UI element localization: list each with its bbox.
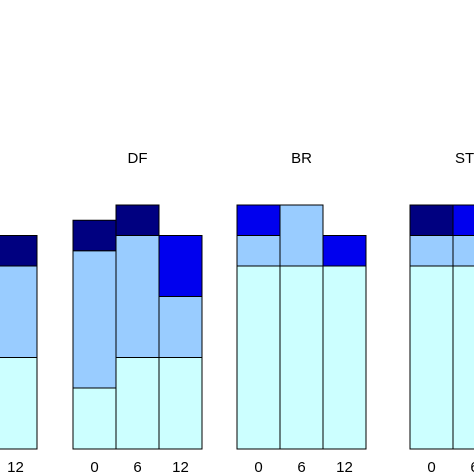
x-tick-label: 0 [254,459,262,474]
bar-segment [409,235,454,267]
bar-segment [452,204,474,236]
bar-segment [115,235,160,358]
group-label: DF [128,150,148,167]
bar-segment [158,296,203,358]
x-tick-label: 0 [90,459,98,474]
bar-segment [0,357,38,450]
bar-segment [236,235,281,267]
group-label: BR [291,150,312,167]
bar-segment [409,265,454,450]
bar-segment [236,265,281,450]
bar-segment [158,357,203,450]
bar-segment [452,235,474,267]
x-tick-label: 12 [7,459,24,474]
bar-segment [115,357,160,450]
x-tick-label: 12 [336,459,353,474]
bar-segment [279,265,324,450]
group-label: ST [455,150,474,167]
bar-segment [72,387,117,450]
bar-segment [0,265,38,358]
bar-segment [72,219,117,252]
x-tick-label: 12 [172,459,189,474]
x-tick-label: 6 [133,459,141,474]
bar-segment [115,204,160,236]
bar-segment [0,235,38,267]
bar-segment [236,204,281,236]
bar-segment [322,235,367,267]
bar-segment [72,250,117,389]
x-tick-label: 6 [470,459,474,474]
bar-segment [158,235,203,297]
x-tick-label: 6 [297,459,305,474]
x-tick-label: 0 [427,459,435,474]
bar-segment [452,265,474,450]
bar-segment [322,265,367,450]
bar-segment [279,204,324,267]
bar-segment [409,204,454,236]
